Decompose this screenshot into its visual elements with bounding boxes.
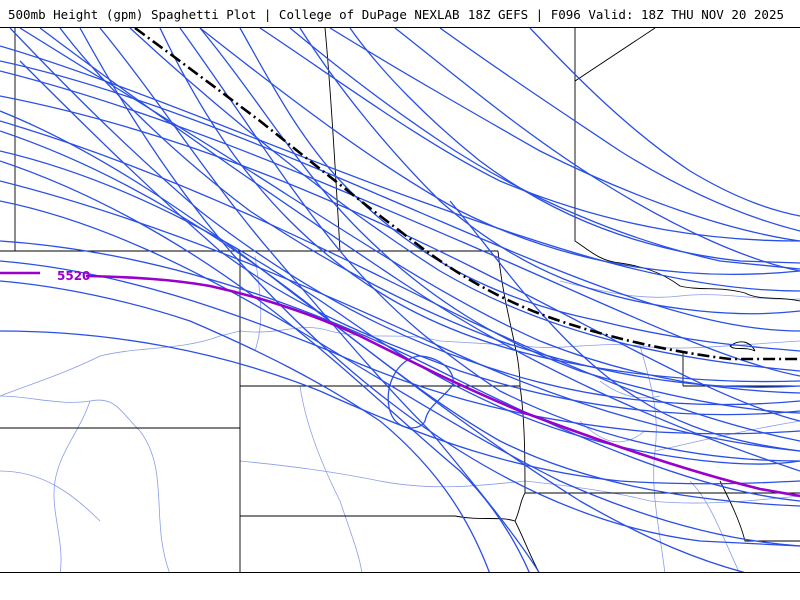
member-line xyxy=(0,240,800,502)
ensemble-member-lines xyxy=(0,28,800,572)
member-line xyxy=(0,95,800,422)
member-line xyxy=(449,200,800,452)
ensemble-mean-line xyxy=(134,28,800,361)
member-line xyxy=(9,28,800,406)
member-line xyxy=(19,28,800,394)
member-line xyxy=(159,28,800,383)
member-line xyxy=(259,28,800,242)
member-line xyxy=(439,28,800,232)
member-line xyxy=(0,120,800,442)
member-line xyxy=(79,28,800,547)
member-line xyxy=(239,28,800,352)
valid-time: 18Z GEFS | F096 Valid: 18Z THU NOV 20 20… xyxy=(467,7,784,22)
member-line xyxy=(0,45,800,292)
member-line xyxy=(529,28,800,217)
spaghetti-map[interactable]: 5520 xyxy=(0,28,800,573)
member-line xyxy=(0,110,800,507)
closed-contour xyxy=(387,355,454,429)
plot-title: 500mb Height (gpm) Spaghetti Plot | Coll… xyxy=(8,7,460,22)
member-line xyxy=(199,28,800,414)
member-line xyxy=(329,28,800,242)
contour-5520-line xyxy=(0,271,800,498)
member-line xyxy=(0,200,800,547)
member-line xyxy=(19,60,800,416)
member-line xyxy=(0,160,530,572)
member-line xyxy=(289,28,800,270)
member-line xyxy=(0,330,800,485)
member-line xyxy=(0,60,800,332)
member-line xyxy=(59,28,800,388)
map-panel[interactable]: 5520 xyxy=(0,27,800,573)
contour-label: 5520 xyxy=(57,269,90,283)
title-bar: 500mb Height (gpm) Spaghetti Plot | Coll… xyxy=(0,0,800,28)
member-line xyxy=(0,150,800,465)
member-line xyxy=(179,28,800,462)
member-line xyxy=(299,28,800,315)
member-line xyxy=(199,28,800,276)
member-line xyxy=(129,28,800,372)
member-line xyxy=(0,280,490,572)
member-line xyxy=(0,70,800,377)
member-line xyxy=(394,28,800,272)
